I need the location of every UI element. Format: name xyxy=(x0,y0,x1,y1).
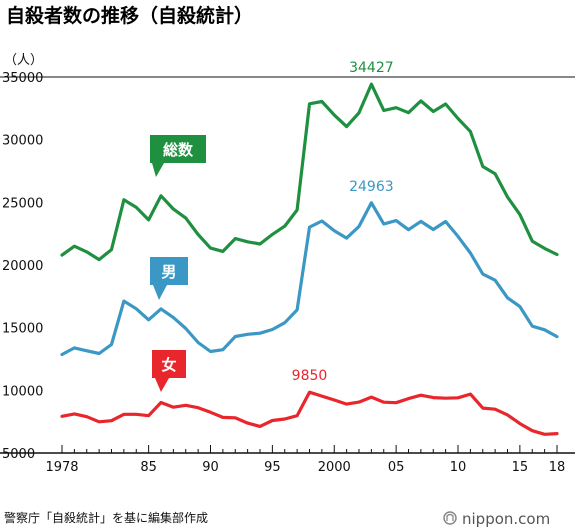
y-tick-label: 10000 xyxy=(2,384,43,399)
total-series-label: 総数 xyxy=(163,141,194,159)
y-tick-label: 30000 xyxy=(2,134,43,149)
series-line-2 xyxy=(60,390,559,436)
total-series-tag: 総数 xyxy=(150,135,206,177)
peak-value-label: 24963 xyxy=(349,179,394,195)
y-tick-label: 35000 xyxy=(2,71,43,86)
brand-text: nippon.com xyxy=(462,510,550,528)
peak-value-label: 34427 xyxy=(349,60,394,76)
y-axis-label: （人） xyxy=(4,53,43,68)
x-tick-label: 85 xyxy=(140,460,157,475)
x-tick-label: 18 xyxy=(549,460,566,475)
x-tick-label: 15 xyxy=(512,460,529,475)
y-axis: 5000 10000 15000 20000 25000 30000 35000 xyxy=(0,71,575,462)
x-axis: 1978 85 90 95 2000 05 10 15 18 xyxy=(0,445,575,475)
series-line-1 xyxy=(60,201,559,357)
x-tick-label: 95 xyxy=(264,460,281,475)
female-series-tag: 女 xyxy=(152,350,186,392)
chart-title: 自殺者数の推移（自殺統計） xyxy=(6,4,253,27)
x-tick-label: 90 xyxy=(202,460,219,475)
x-tick-label: 10 xyxy=(450,460,467,475)
series-lines xyxy=(60,82,559,436)
series-line-0 xyxy=(60,82,559,262)
x-tick-label: 1978 xyxy=(45,460,78,475)
y-tick-label: 25000 xyxy=(2,196,43,211)
source-note: 警察庁「自殺統計」を基に編集部作成 xyxy=(4,510,208,525)
y-tick-label: 20000 xyxy=(2,259,43,274)
x-tick-label: 2000 xyxy=(318,460,351,475)
peak-annotations: 34427 24963 9850 xyxy=(292,60,394,384)
y-tick-label: 15000 xyxy=(2,322,43,337)
brand-logo: nippon.com xyxy=(443,510,550,528)
x-tick-label: 05 xyxy=(388,460,405,475)
male-series-label: 男 xyxy=(161,263,176,281)
female-series-label: 女 xyxy=(161,356,176,374)
male-series-tag: 男 xyxy=(150,257,188,300)
y-tick-label: 5000 xyxy=(2,447,35,462)
peak-value-label: 9850 xyxy=(292,368,328,384)
